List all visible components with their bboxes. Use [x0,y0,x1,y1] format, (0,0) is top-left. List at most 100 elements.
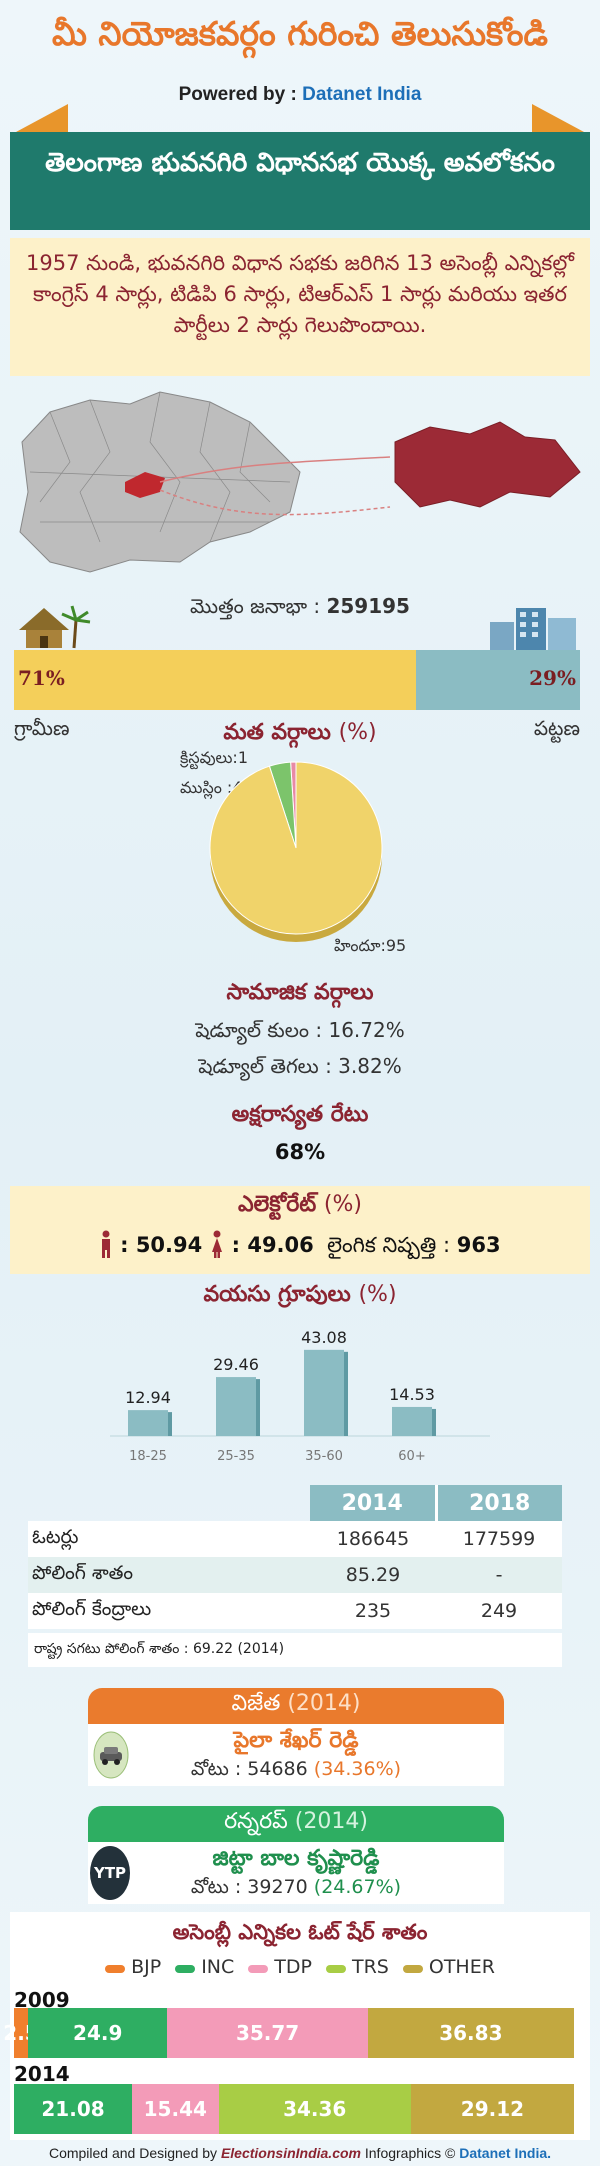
age-bar-label: 29.46 [213,1355,259,1374]
share-segment-other: 29.12 [410,2084,574,2134]
share-segment-inc: 24.9 [28,2008,168,2058]
age-bar [216,1377,256,1436]
population-split-bar: 71% 29% [14,650,580,710]
header-2014: 2014 [310,1485,438,1521]
age-bar-label: 43.08 [301,1328,347,1347]
footer-mid: Infographics © [360,2145,460,2161]
table-row: పోలింగ్ కేంద్రాలు 235 249 [28,1593,562,1629]
year-2014-label: 2014 [14,2062,70,2086]
legend-swatch [325,1965,346,1973]
legend-label: TRS [351,1956,389,1978]
cell-2018: 249 [480,1600,518,1622]
male-icon [102,1230,111,1258]
share-segment-trs: 34.36 [218,2084,411,2134]
population-total: మొత్తం జనాభా : 259195 [0,594,600,623]
footer-credit: Compiled and Designed by ElectionsinIndi… [0,2145,600,2161]
social-title: సామాజిక వర్గాలు [226,980,374,1005]
ribbon-right-decoration [532,104,584,132]
overview-banner: తెలంగాణ భువనగిరి విధానసభ యొక్క అవలోకనం [10,132,590,230]
share-segment-tdp: 35.77 [167,2008,368,2058]
telangana-map-icon [19,391,581,573]
row-label: ఓటర్లు [32,1525,79,1548]
population-value: 259195 [326,594,410,618]
religion-title: మత వర్గాలు (%) [0,720,600,750]
winner-votes: వోటు : 54686 (34.36%) [88,1758,504,1785]
age-bar [304,1349,344,1436]
share-segment-bjp: 2.5 [3,2008,39,2058]
brand-link[interactable]: Datanet India [302,84,422,105]
age-title-text: వయసు గ్రూపులు [203,1282,351,1307]
runner-votes-pct: (24.67%) [313,1876,402,1898]
age-tick-label: 25-35 [217,1449,255,1464]
runner-votes-count: వోటు : 39270 [190,1876,314,1898]
age-title: వయసు గ్రూపులు (%) [0,1282,600,1312]
car-symbol-icon [93,1731,129,1779]
population-label: మొత్తం జనాభా : [190,594,327,618]
winner-name: పైలా శేఖర్ రెడ్డి [233,1728,359,1753]
legend-swatch [105,1965,126,1973]
female-icon [211,1230,222,1258]
winner-label: విజేత [231,1691,281,1716]
age-bar [392,1406,432,1436]
runner-header: రన్నరప్ (2014) [88,1806,504,1842]
vote-share-2014-bar: 21.08 15.44 34.36 29.12 [14,2084,574,2134]
legend-item-other: OTHER [402,1956,495,1978]
legend-swatch [248,1965,269,1973]
rural-label: గ్రామీణ [14,716,70,740]
table-header-row: 2014 2018 [28,1485,562,1521]
building-icon [490,608,576,650]
runner-card: YTP జిట్టా బాల కృష్ణారెడ్డి వోటు : 39270… [88,1842,504,1904]
age-bar-label: 14.53 [389,1385,435,1404]
vote-share-legend: BJP INC TDP TRS OTHER [10,1956,590,1978]
legend-item-inc: INC [175,1956,234,1978]
electorate-title-text: ఎలెక్టోరేట్ [237,1192,317,1217]
runner-name: జిట్టా బాల కృష్ణారెడ్డి [212,1846,380,1871]
constituency-highlight [125,472,165,498]
legend-item-trs: TRS [325,1956,389,1978]
constituency-map [10,382,590,582]
electorate-panel [10,1186,590,1274]
sex-ratio-value: 963 [456,1233,501,1257]
table-row: ఓటర్లు 186645 177599 [28,1521,562,1557]
female-value: : 49.06 [231,1233,314,1257]
table-row: పోలింగ్ శాతం 85.29 - [28,1557,562,1593]
runner-votes: వోటు : 39270 (24.67%) [88,1876,504,1903]
pie-slice-hindu [209,761,383,935]
share-segment-tdp: 15.44 [132,2084,219,2134]
age-tick-label: 18-25 [129,1449,167,1464]
winner-card: పైలా శేఖర్ రెడ్డి వోటు : 54686 (34.36%) [88,1724,504,1786]
powered-by: Powered by : Datanet India [0,84,600,106]
header-2018: 2018 [436,1485,562,1521]
age-bar-label: 12.94 [125,1388,171,1407]
footer-prefix: Compiled and Designed by [48,2145,221,2161]
share-segment-inc: 21.08 [14,2084,133,2134]
religion-title-text: మత వర్గాలు [223,720,331,745]
religion-unit: (%) [338,720,377,745]
age-bar-chart: 12.94 18-25 29.46 25-35 43.08 35-60 14.53 60+ [110,1328,490,1464]
vote-share-panel: అసెంబ్లీ ఎన్నికల ఓట్ షేర్ శాతం BJP INC TDP… [3,1912,590,2140]
electorate-unit: (%) [323,1192,362,1217]
voters-table: 2014 2018 ఓటర్లు 186645 177599 పోలింగ్ శ… [28,1485,562,1629]
age-bar [128,1410,168,1436]
cell-2018: 177599 [462,1528,536,1550]
christian-label: క్రిస్టవులు:1 [180,748,249,767]
hut-icon [19,605,91,649]
sex-ratio-label: లైంగిక నిష్పత్తి : [327,1233,457,1257]
vote-share-2009-bar: 2.5 24.9 35.77 36.83 [3,2008,574,2058]
footer-brand-link[interactable]: Datanet India. [459,2145,552,2161]
legend-swatch [402,1965,423,1973]
religion-pie [209,761,383,942]
muslim-label: ముస్లిం :4 [180,778,243,797]
legend-item-bjp: BJP [105,1956,161,1978]
winner-year: (2014) [287,1691,361,1716]
legend-label: OTHER [428,1956,495,1978]
runner-label: రన్నరప్ [224,1809,288,1834]
winner-votes-pct: (34.36%) [313,1758,402,1780]
hindu-label: హిందూ:95 [334,936,407,955]
cell-2014: 186645 [336,1528,410,1550]
ribbon-left-decoration [16,104,68,132]
male-value: : 50.94 [120,1233,203,1257]
share-segment-other: 36.83 [367,2008,574,2058]
intro-text: 1957 నుండి, భువనగిరి విధాన సభకు జరిగిన 1… [10,238,590,376]
footer-site-link[interactable]: ElectionsinIndia.com [220,2145,361,2161]
